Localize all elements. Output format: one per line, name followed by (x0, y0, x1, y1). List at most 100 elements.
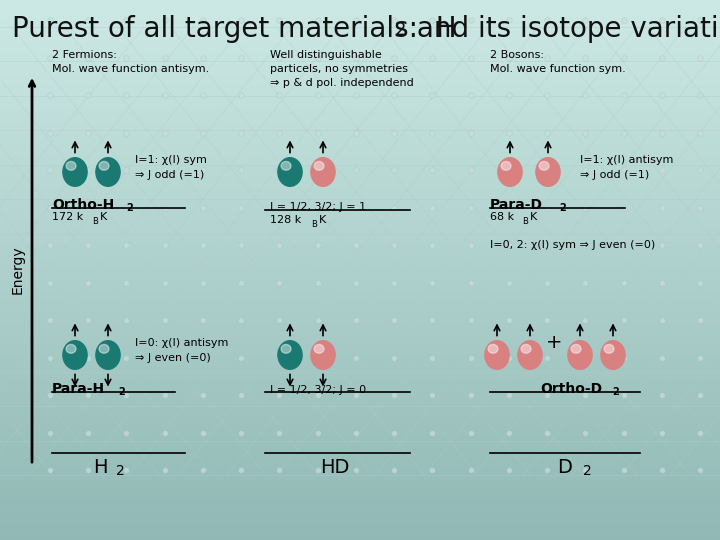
Bar (0, 356, 720, 362)
Ellipse shape (63, 341, 87, 369)
Bar (0, 486, 720, 491)
Ellipse shape (96, 158, 120, 186)
Ellipse shape (568, 341, 592, 369)
Ellipse shape (66, 345, 76, 353)
Ellipse shape (314, 345, 324, 353)
Bar (0, 378, 720, 383)
Bar (0, 11, 720, 16)
Ellipse shape (96, 341, 120, 369)
Text: 2: 2 (126, 203, 132, 213)
Bar (0, 270, 720, 275)
Bar (0, 454, 720, 459)
Text: Ortho-D: Ortho-D (540, 382, 602, 396)
Bar (0, 146, 720, 151)
Bar (0, 108, 720, 113)
Bar (0, 427, 720, 432)
Bar (0, 475, 720, 481)
Bar (0, 324, 720, 329)
Bar (0, 216, 720, 221)
Bar (0, 140, 720, 146)
Bar (0, 535, 720, 540)
Bar (0, 432, 720, 437)
Bar (0, 243, 720, 248)
Bar (0, 410, 720, 416)
Bar (0, 86, 720, 92)
Bar (0, 340, 720, 346)
Text: Para-H: Para-H (52, 382, 105, 396)
Text: Purest of all target materials:  H: Purest of all target materials: H (12, 15, 456, 43)
Text: Ortho-H: Ortho-H (52, 198, 114, 212)
Bar (0, 194, 720, 200)
Ellipse shape (278, 341, 302, 369)
Ellipse shape (488, 345, 498, 353)
Bar (0, 308, 720, 313)
Bar (0, 443, 720, 448)
Text: Mol. wave function antisym.: Mol. wave function antisym. (52, 64, 210, 74)
Bar (0, 135, 720, 140)
Bar (0, 362, 720, 367)
Bar (0, 232, 720, 238)
Bar (0, 200, 720, 205)
Bar (0, 524, 720, 529)
Bar (0, 81, 720, 86)
Text: Energy: Energy (11, 246, 25, 294)
Text: 128 k: 128 k (270, 215, 301, 225)
Bar (0, 211, 720, 216)
Text: D: D (557, 458, 572, 477)
Ellipse shape (311, 341, 335, 369)
Text: +: + (546, 333, 562, 352)
Bar (0, 275, 720, 281)
Bar (0, 32, 720, 38)
Bar (0, 405, 720, 410)
Bar (0, 302, 720, 308)
Bar (0, 464, 720, 470)
Ellipse shape (501, 161, 511, 170)
Text: HD: HD (320, 458, 350, 477)
Bar (0, 373, 720, 378)
Bar (0, 497, 720, 502)
Text: Para-D: Para-D (490, 198, 543, 212)
Text: 68 k: 68 k (490, 212, 514, 222)
Text: particels, no symmetries: particels, no symmetries (270, 64, 408, 74)
Text: 2: 2 (583, 464, 592, 478)
Bar (0, 27, 720, 32)
Bar (0, 43, 720, 49)
Bar (0, 513, 720, 518)
Ellipse shape (518, 341, 542, 369)
Bar (0, 0, 720, 5)
Text: B: B (311, 220, 317, 229)
Text: ⇒ J even (=0): ⇒ J even (=0) (135, 353, 211, 363)
Text: B: B (522, 217, 528, 226)
Ellipse shape (99, 345, 109, 353)
Bar (0, 329, 720, 335)
Bar (0, 189, 720, 194)
Bar (0, 227, 720, 232)
Bar (0, 113, 720, 119)
Bar (0, 351, 720, 356)
Bar (0, 65, 720, 70)
Text: I = 1/2, 3/2; J = 0: I = 1/2, 3/2; J = 0 (270, 385, 366, 395)
Text: ⇒ J odd (=1): ⇒ J odd (=1) (135, 170, 204, 180)
Text: B: B (92, 217, 98, 226)
Bar (0, 313, 720, 319)
Bar (0, 448, 720, 454)
Text: 2 Bosons:: 2 Bosons: (490, 50, 544, 60)
Bar (0, 151, 720, 157)
Text: 2: 2 (559, 203, 566, 213)
Ellipse shape (601, 341, 625, 369)
Bar (0, 508, 720, 513)
Text: Well distinguishable: Well distinguishable (270, 50, 382, 60)
Bar (0, 518, 720, 524)
Bar (0, 221, 720, 227)
Bar (0, 286, 720, 292)
Bar (0, 173, 720, 178)
Text: 172 k: 172 k (52, 212, 84, 222)
Bar (0, 103, 720, 108)
Text: I=1: χ(I) sym: I=1: χ(I) sym (135, 155, 207, 165)
Ellipse shape (281, 345, 291, 353)
Text: H: H (93, 458, 107, 477)
Bar (0, 38, 720, 43)
Ellipse shape (66, 161, 76, 170)
Ellipse shape (278, 158, 302, 186)
Bar (0, 22, 720, 27)
